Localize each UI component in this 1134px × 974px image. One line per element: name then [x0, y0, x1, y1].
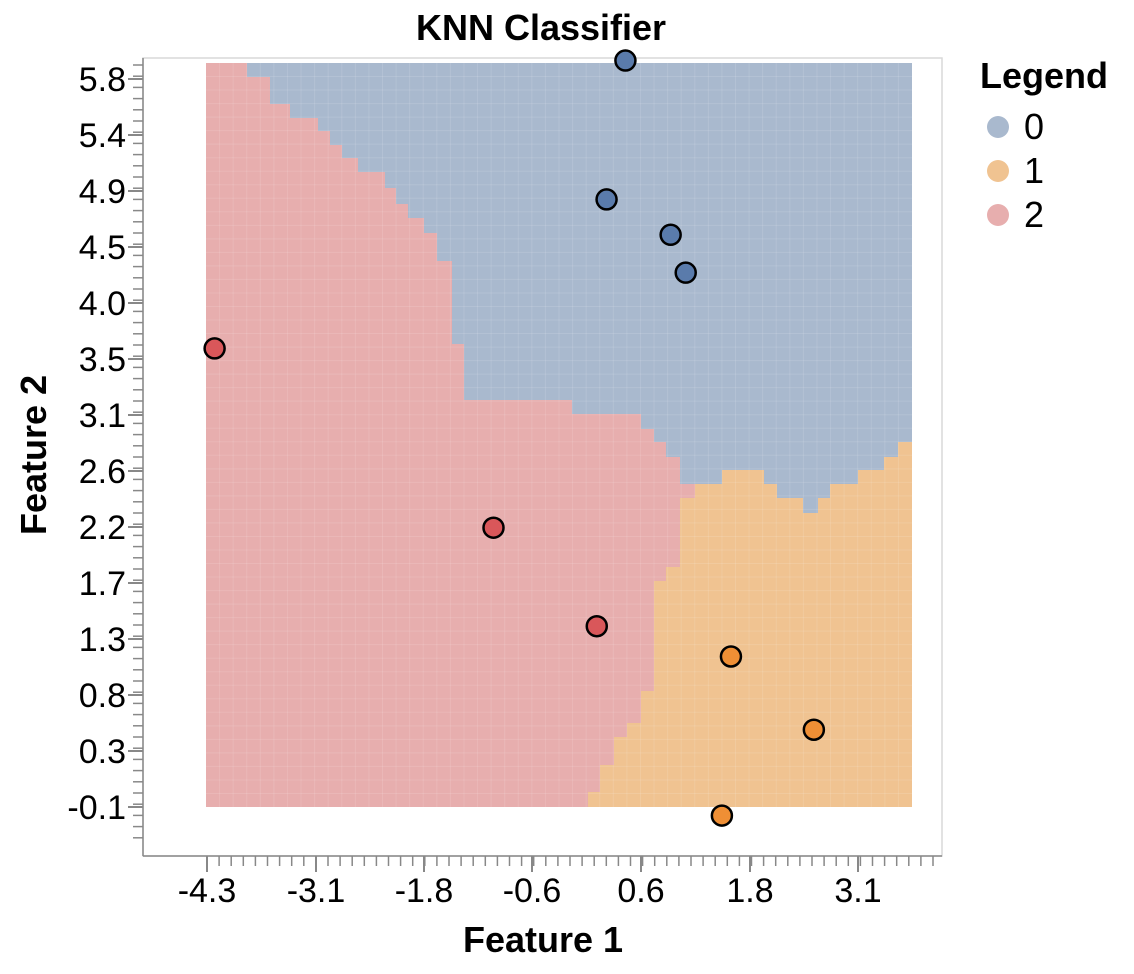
region-class-2: [206, 63, 695, 807]
data-point-class-0: [595, 188, 618, 211]
legend: Legend 012: [980, 55, 1108, 235]
data-point-class-0: [674, 261, 697, 284]
x-tick-label: -1.8: [395, 872, 454, 910]
x-minor-ticks: [206, 856, 934, 866]
axes: -4.3 -3.1 -1.8 -0.6 0.6 1.8 3.1 5.8 5.4 4.9 4.5 4.0…: [67, 58, 942, 910]
x-tick-label: 0.6: [617, 872, 664, 910]
data-point-class-2: [203, 337, 226, 360]
x-tick-label: -0.6: [503, 872, 562, 910]
chart-title: KNN Classifier: [416, 7, 666, 48]
y-tick-label: 3.1: [79, 397, 126, 435]
data-point-class-0: [614, 49, 637, 72]
legend-title: Legend: [980, 55, 1108, 96]
y-tick-label: 4.5: [79, 229, 126, 267]
region-mesh: [206, 63, 912, 807]
y-tick-label: 5.4: [79, 117, 126, 155]
y-tick-label: 1.3: [79, 621, 126, 659]
x-tick-label: 1.8: [726, 872, 773, 910]
y-tick-label: -0.1: [67, 789, 126, 827]
region-class-1: [588, 442, 912, 807]
decision-regions: [206, 63, 912, 807]
y-tick-label: 2.2: [79, 509, 126, 547]
y-minor-ticks: [133, 64, 143, 839]
legend-swatch-1: [987, 160, 1009, 182]
x-tick-label: -4.3: [178, 872, 237, 910]
legend-swatch-2: [987, 204, 1009, 226]
data-point-class-0: [659, 223, 682, 247]
y-tick-label: 5.8: [79, 61, 126, 99]
y-tick-label: 4.9: [79, 173, 126, 211]
y-tick-label: 0.3: [79, 733, 126, 771]
y-tick-label: 4.0: [79, 285, 126, 323]
data-point-class-1: [802, 718, 826, 741]
legend-label-0: 0: [1024, 106, 1044, 147]
y-axis-title: Feature 2: [13, 375, 54, 535]
y-tick-label: 1.7: [79, 565, 126, 603]
data-point-class-1: [710, 804, 734, 827]
y-tick-label: 3.5: [79, 341, 126, 379]
x-tick-label: -3.1: [287, 872, 346, 910]
data-point-class-2: [482, 516, 505, 539]
x-axis-title: Feature 1: [463, 919, 623, 960]
data-point-class-2: [585, 614, 609, 638]
data-points: [203, 49, 826, 827]
y-tick-label: 0.8: [79, 677, 126, 715]
region-class-0: [247, 63, 912, 513]
y-tick-label: 2.6: [79, 453, 126, 491]
legend-label-2: 2: [1024, 194, 1044, 235]
x-tick-label: 3.1: [834, 872, 881, 910]
data-point-class-1: [719, 645, 743, 668]
legend-label-1: 1: [1024, 150, 1044, 191]
legend-swatch-0: [987, 116, 1009, 138]
